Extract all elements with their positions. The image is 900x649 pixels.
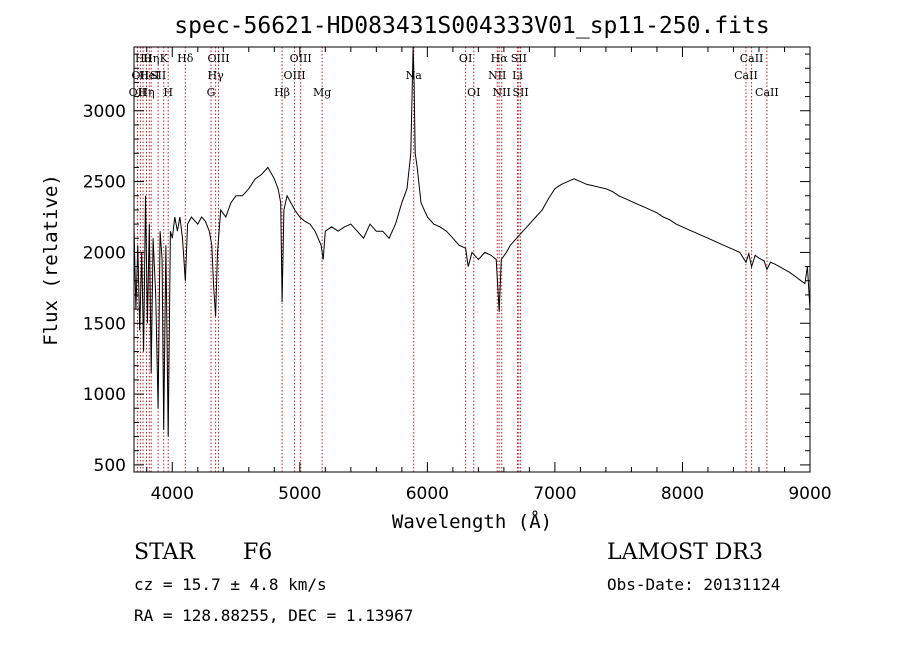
chart-title: spec-56621-HD083431S004333V01_sp11-250.f… (174, 13, 769, 39)
y-axis-ticks: 500 1000 1500 2000 2500 3000 (83, 53, 810, 476)
x-tick-label: 4000 (151, 484, 194, 504)
spectral-line-label: NII (493, 86, 511, 99)
y-tick-label: 3000 (83, 102, 126, 122)
spectral-line-label: SII (150, 69, 166, 82)
spectrum-series-line (133, 46, 811, 437)
x-tick-label: 9000 (788, 484, 831, 504)
spectral-line-label: H (163, 86, 173, 99)
spectral-line-label: Mg (313, 86, 331, 99)
spectral-line-markers (136, 47, 768, 472)
y-tick-label: 1000 (83, 385, 126, 405)
spectral-line-label: Hγ (208, 69, 225, 82)
spectral-line-label: CaII (734, 69, 758, 82)
y-axis-label: Flux (relative) (40, 174, 62, 346)
spectral-line-label: Hη (138, 86, 154, 99)
y-tick-label: 2000 (83, 243, 126, 263)
x-tick-label: 8000 (661, 484, 704, 504)
spectral-line-label: OI (459, 52, 472, 65)
x-tick-label: 7000 (533, 484, 576, 504)
spectral-line-label: OIII (284, 69, 306, 82)
spectral-line-label: Li (512, 69, 523, 82)
spectral-line-label: CaII (740, 52, 764, 65)
spectral-line-label: K (160, 52, 169, 65)
observation-date: Obs-Date: 20131124 (607, 575, 781, 594)
spectral-line-labels: OIIOIIHθHηHeIHηSIIKHHδGHγOIIIHβOIIIOIIIM… (129, 52, 779, 99)
spectral-line-label: Hη (143, 52, 159, 65)
plot-frame (133, 46, 811, 473)
x-axis-label: Wavelength (Å) (392, 510, 552, 533)
spectral-line-label: Hδ (177, 52, 194, 65)
spectral-line-label: Hθ (135, 52, 152, 65)
spectral-line-label: Hα (491, 52, 509, 65)
y-tick-label: 2500 (83, 173, 126, 193)
y-tick-label: 500 (94, 456, 126, 476)
spectral-line-label: OII (132, 69, 150, 82)
spectral-line-label: OIII (290, 52, 312, 65)
spectral-line-label: OII (129, 86, 147, 99)
y-tick-label: 1500 (83, 314, 126, 334)
object-subclass: F6 (243, 540, 273, 565)
spectral-line-label: SII (511, 52, 527, 65)
x-tick-label: 5000 (278, 484, 321, 504)
spectral-line-label: OIII (208, 52, 230, 65)
spectral-line-label: G (207, 86, 216, 99)
ra-dec-coordinates: RA = 128.88255, DEC = 1.13967 (134, 606, 414, 625)
spectral-line-label: NII (488, 69, 506, 82)
x-axis-ticks: 4000 5000 6000 7000 8000 9000 (146, 47, 832, 504)
spectrum-chart: spec-56621-HD083431S004333V01_sp11-250.f… (40, 13, 832, 533)
spectral-line-label: CaII (755, 86, 779, 99)
x-tick-label: 6000 (406, 484, 449, 504)
spectral-line-label: Hβ (274, 86, 290, 99)
object-class: STAR (134, 540, 195, 565)
spectral-line-label: SII (512, 86, 528, 99)
spectral-line-label: OI (467, 86, 480, 99)
redshift-cz: cz = 15.7 ± 4.8 km/s (134, 575, 327, 594)
survey-name: LAMOST DR3 (607, 540, 763, 565)
spectral-line-label: HeI (139, 69, 159, 82)
